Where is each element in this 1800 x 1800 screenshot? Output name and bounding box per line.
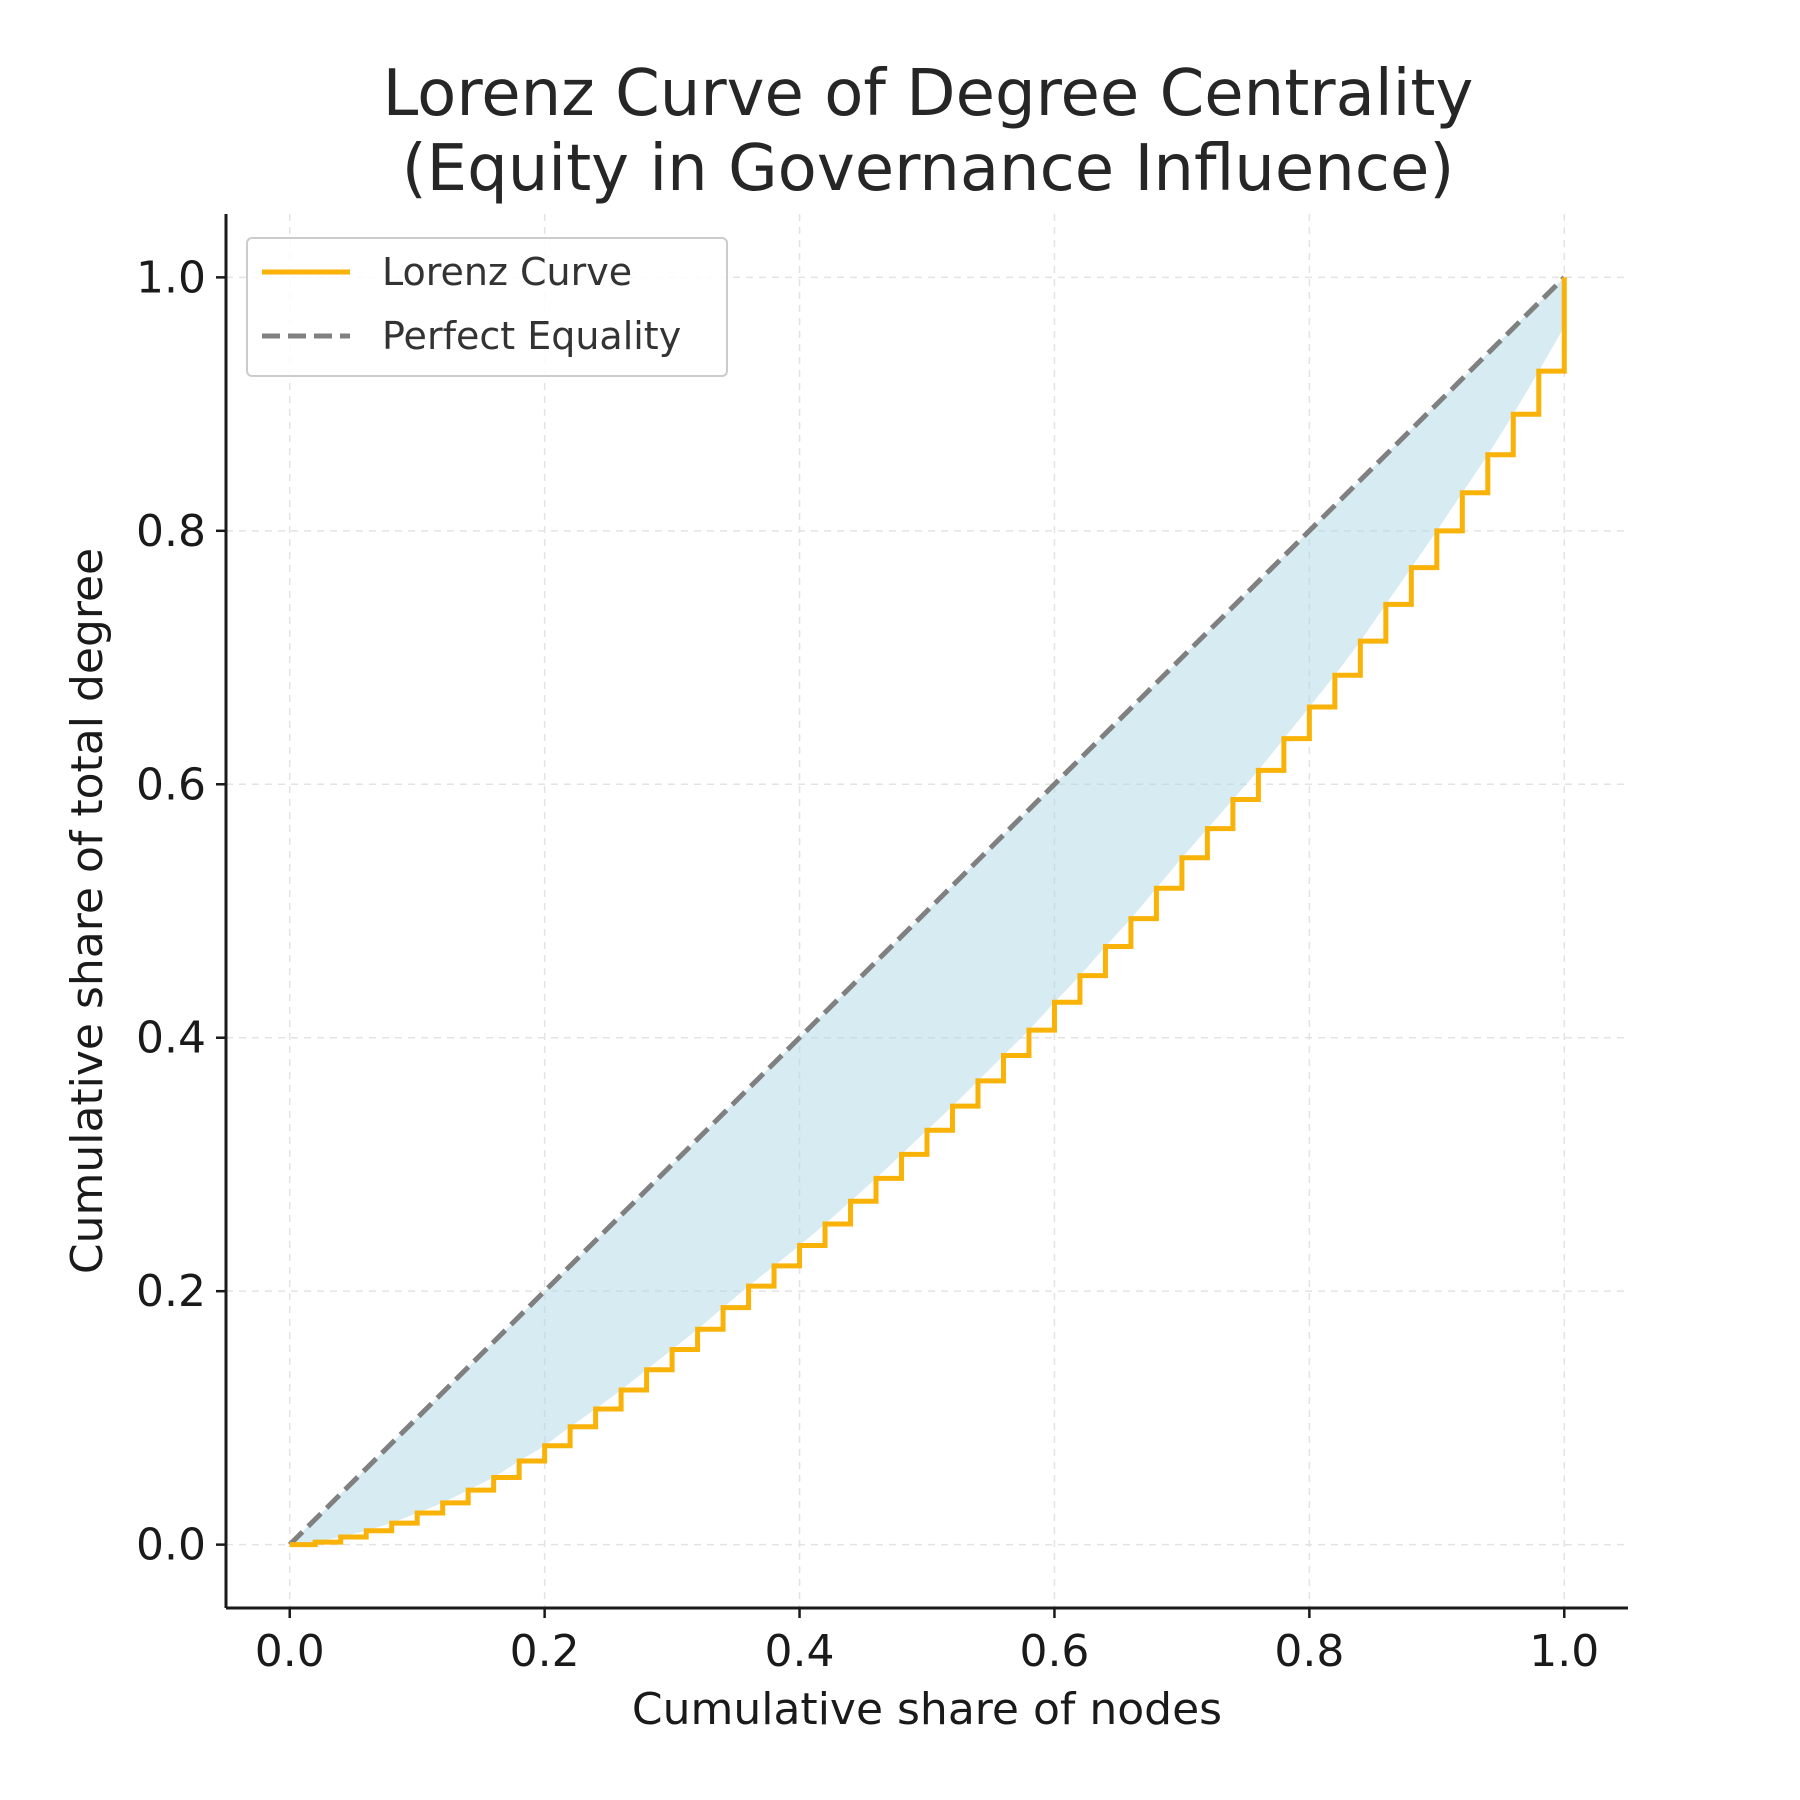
x-axis-ticks: 0.0 0.2 0.4 0.6 0.8 1.0 xyxy=(255,1608,1599,1677)
y-axis-label: Cumulative share of total degree xyxy=(62,548,113,1274)
y-axis-ticks: 0.0 0.2 0.4 0.6 0.8 1.0 xyxy=(136,252,226,1571)
chart-title-line-2: (Equity in Governance Influence) xyxy=(402,132,1455,206)
x-tick-label: 0.2 xyxy=(510,1626,580,1677)
legend-label-lorenz: Lorenz Curve xyxy=(382,250,632,294)
x-tick-label: 0.6 xyxy=(1019,1626,1089,1677)
y-tick-label: 0.4 xyxy=(136,1013,206,1064)
y-tick-label: 0.0 xyxy=(136,1520,206,1571)
x-axis-label: Cumulative share of nodes xyxy=(632,1684,1222,1735)
legend: Lorenz Curve Perfect Equality xyxy=(246,237,728,377)
y-tick-label: 0.8 xyxy=(136,506,206,557)
perfect-equality-line xyxy=(287,275,1567,1547)
x-tick-label: 1.0 xyxy=(1529,1626,1599,1677)
chart-title-line-1: Lorenz Curve of Degree Centrality xyxy=(383,57,1474,131)
y-tick-label: 0.2 xyxy=(136,1266,206,1317)
y-tick-label: 1.0 xyxy=(136,252,206,303)
legend-box xyxy=(246,237,728,377)
y-tick-label: 0.6 xyxy=(136,759,206,810)
lorenz-curve-line xyxy=(289,277,1567,1548)
x-tick-label: 0.4 xyxy=(765,1626,835,1677)
legend-label-equality: Perfect Equality xyxy=(382,314,681,358)
x-tick-label: 0.8 xyxy=(1274,1626,1344,1677)
x-tick-label: 0.0 xyxy=(255,1626,325,1677)
